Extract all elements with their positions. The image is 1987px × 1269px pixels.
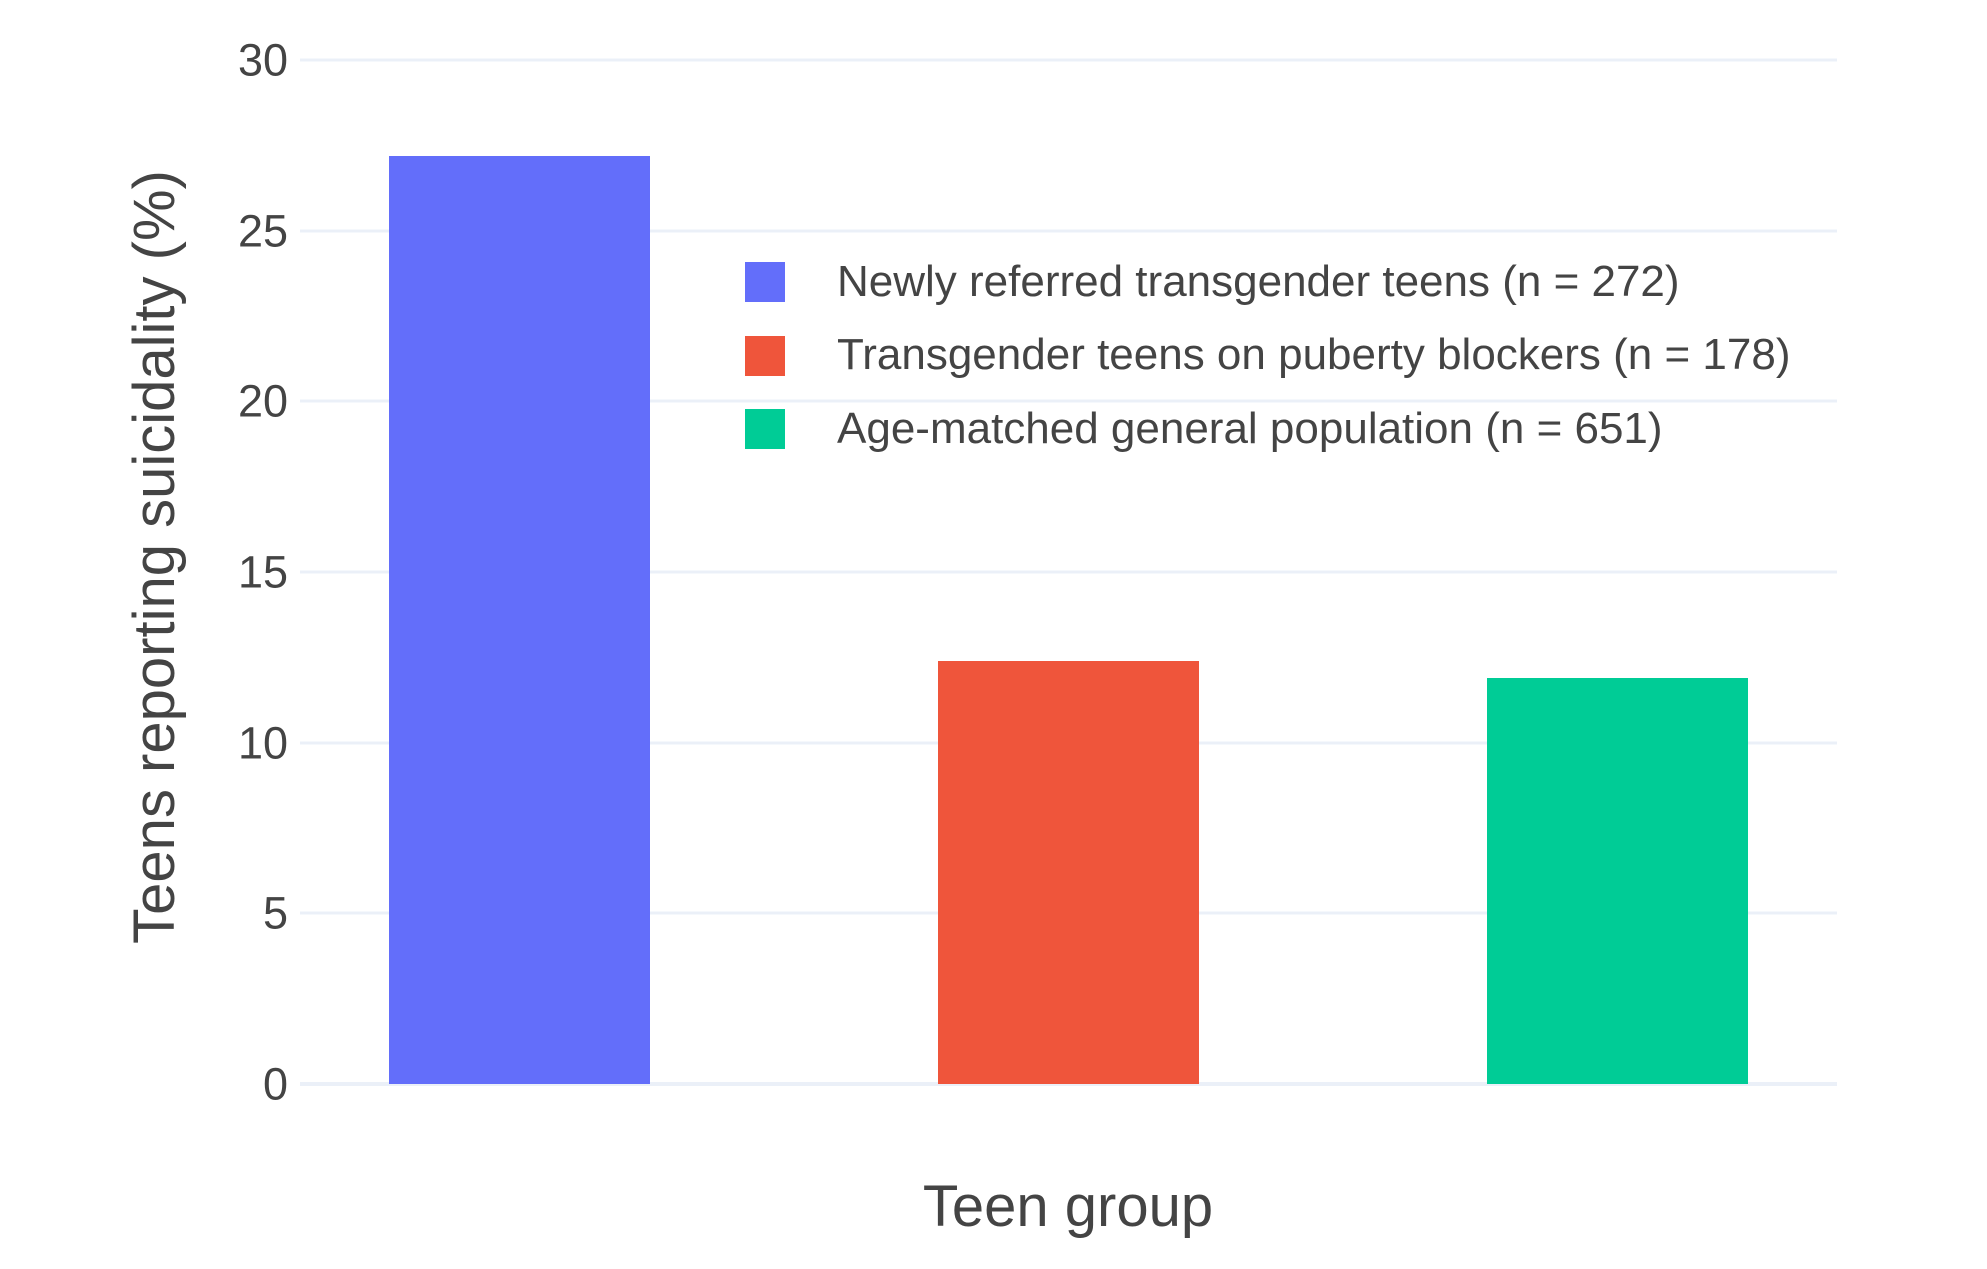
y-tick-label-30: 30	[237, 34, 288, 86]
x-axis-title: Teen group	[922, 1174, 1214, 1239]
gridline-25	[300, 229, 1837, 233]
bar-3[interactable]	[1486, 677, 1749, 1084]
bar-2[interactable]	[937, 660, 1200, 1084]
gridline-20	[300, 399, 1837, 403]
legend-item-1[interactable]: Newly referred transgender teens (n = 27…	[745, 257, 1790, 306]
gridline-30	[300, 58, 1837, 62]
legend-item-3[interactable]: Age-matched general population (n = 651)	[745, 403, 1790, 453]
legend-label: Age-matched general population (n = 651)	[837, 403, 1663, 453]
gridline-15	[300, 570, 1837, 574]
legend-swatch-icon	[745, 262, 785, 303]
y-tick-label-20: 20	[237, 375, 288, 427]
zero-gridline	[300, 1082, 1837, 1086]
legend: Newly referred transgender teens (n = 27…	[745, 257, 1791, 453]
plot-area: 0 5 10 15 20 25 30	[238, 38, 1837, 1107]
y-tick-label-25: 25	[237, 205, 288, 257]
legend-swatch-icon	[745, 335, 785, 376]
y-axis-title: Teens reporting suicidality (%)	[122, 170, 187, 944]
legend-swatch-icon	[745, 408, 785, 449]
legend-item-2[interactable]: Transgender teens on puberty blockers (n…	[745, 330, 1791, 380]
bar-1[interactable]	[388, 155, 651, 1084]
legend-label: Transgender teens on puberty blockers (n…	[837, 330, 1791, 380]
y-tick-label-10: 10	[237, 717, 288, 769]
legend-label: Newly referred transgender teens (n = 27…	[837, 257, 1680, 306]
y-tick-label-15: 15	[237, 546, 288, 598]
y-tick-label-5: 5	[262, 887, 288, 939]
y-tick-label-0: 0	[262, 1058, 288, 1110]
